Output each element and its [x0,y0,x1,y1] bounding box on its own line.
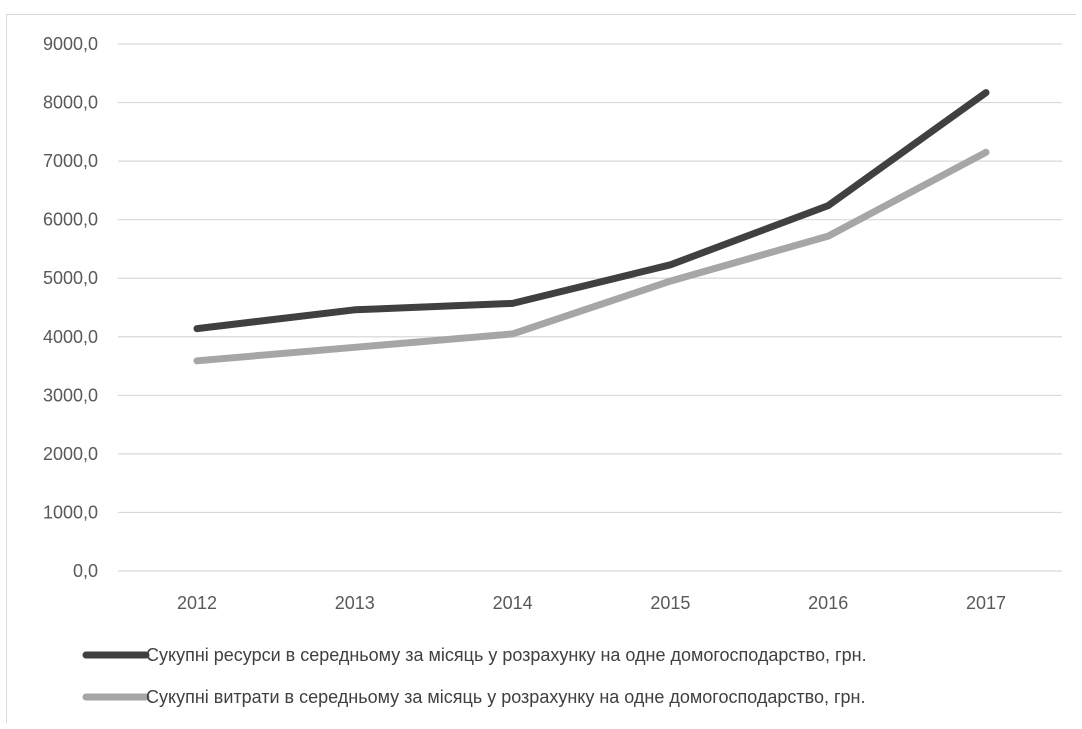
series-lines [193,89,990,365]
y-tick-label: 7000,0 [43,151,98,171]
legend: Сукупні ресурси в середньому за місяць у… [82,645,867,707]
y-tick-label: 0,0 [73,561,98,581]
series-line-2 [193,148,990,365]
y-tick-label: 6000,0 [43,210,98,230]
y-tick-label: 3000,0 [43,385,98,405]
x-tick-label: 2014 [493,593,533,613]
y-tick-label: 1000,0 [43,502,98,522]
x-tick-label: 2017 [966,593,1006,613]
y-tick-label: 5000,0 [43,268,98,288]
chart-frame [6,14,1076,723]
y-axis-tick-labels: 0,0 1000,0 2000,0 3000,0 4000,0 5000,0 6000,0 7… [43,34,98,581]
series-line-1 [193,89,990,333]
y-tick-label: 9000,0 [43,34,98,54]
y-tick-label: 8000,0 [43,93,98,113]
legend-label-1: Сукупні ресурси в середньому за місяць у… [146,645,867,665]
legend-label-2: Сукупні витрати в середньому за місяць у… [146,687,865,707]
y-tick-label: 2000,0 [43,444,98,464]
gridlines [118,43,1062,572]
y-tick-label: 4000,0 [43,327,98,347]
x-tick-label: 2015 [650,593,690,613]
x-tick-label: 2016 [808,593,848,613]
x-tick-label: 2012 [177,593,217,613]
x-tick-label: 2013 [335,593,375,613]
x-axis-tick-labels: 2012 2013 2014 2015 2016 2017 [177,593,1006,613]
